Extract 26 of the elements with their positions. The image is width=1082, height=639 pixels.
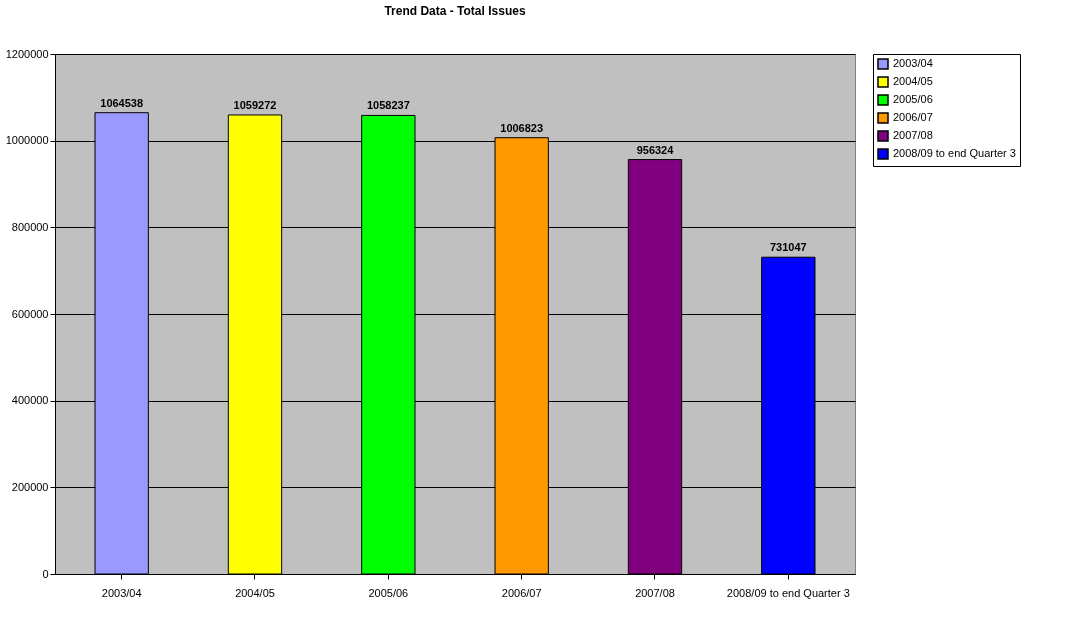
x-tick-label: 2004/05 bbox=[235, 586, 275, 599]
x-tick-label: 2008/09 to end Quarter 3 bbox=[726, 586, 850, 599]
data-label: 731047 bbox=[769, 241, 807, 254]
data-label: 1064538 bbox=[100, 96, 144, 109]
x-tick-label: 2007/08 bbox=[635, 586, 675, 599]
y-tick-label: 400000 bbox=[11, 394, 49, 407]
y-tick-label: 0 bbox=[42, 567, 49, 580]
data-label: 1058237 bbox=[366, 99, 410, 112]
x-tick-label: 2006/07 bbox=[501, 586, 542, 599]
legend-label: 2005/06 bbox=[893, 93, 933, 105]
data-label: 1059272 bbox=[233, 98, 277, 111]
chart-title: Trend Data - Total Issues bbox=[384, 4, 526, 18]
y-tick-label: 800000 bbox=[11, 220, 49, 233]
legend-label: 2006/07 bbox=[893, 111, 933, 123]
x-tick-label: 2003/04 bbox=[101, 586, 142, 599]
y-tick-label: 1200000 bbox=[5, 47, 49, 60]
y-tick-label: 600000 bbox=[11, 307, 49, 320]
legend-label: 2008/09 to end Quarter 3 bbox=[893, 147, 1016, 159]
y-tick-label: 1000000 bbox=[5, 134, 49, 147]
y-tick-label: 200000 bbox=[11, 480, 49, 493]
legend-label: 2003/04 bbox=[893, 57, 933, 69]
data-label: 1006823 bbox=[500, 121, 544, 134]
data-label: 956324 bbox=[636, 143, 675, 156]
legend-label: 2007/08 bbox=[893, 129, 933, 141]
x-tick-label: 2005/06 bbox=[368, 586, 409, 599]
legend-label: 2004/05 bbox=[893, 75, 933, 87]
